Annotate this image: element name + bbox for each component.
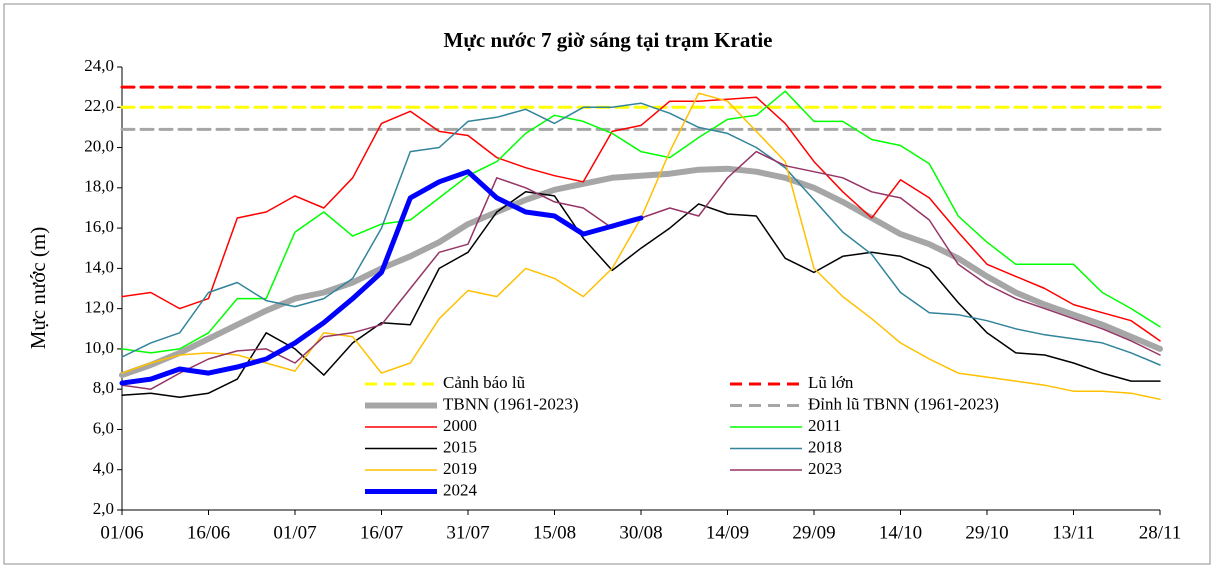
y-tick-label: 18,0	[84, 177, 114, 196]
x-tick-label: 29/09	[792, 522, 835, 543]
legend-label: 2018	[808, 437, 842, 456]
y-tick-label: 20,0	[84, 136, 114, 155]
series-line	[121, 102, 1161, 366]
series-line	[121, 96, 1161, 342]
x-tick-label: 14/10	[879, 522, 922, 543]
x-tick-label: 14/09	[706, 522, 749, 543]
x-tick-label: 01/06	[100, 522, 143, 543]
x-tick-label: 16/06	[187, 522, 230, 543]
chart-title: Mực nước 7 giờ sáng tại trạm Kratie	[444, 28, 773, 52]
legend-label: 2023	[808, 459, 842, 478]
y-tick-label: 8,0	[93, 378, 114, 397]
series-line	[119, 169, 644, 386]
series-line	[121, 90, 1161, 354]
legend-label: 2024	[443, 480, 478, 499]
x-tick-label: 30/08	[619, 522, 662, 543]
y-tick-label: 12,0	[84, 298, 114, 317]
series-line	[121, 191, 1161, 398]
y-tick-label: 10,0	[84, 338, 114, 357]
series-line	[119, 165, 1163, 379]
y-tick-label: 16,0	[84, 217, 114, 236]
legend-label: Đỉnh lũ TBNN (1961-2023)	[808, 394, 999, 413]
x-tick-label: 31/07	[446, 522, 489, 543]
y-tick-label: 4,0	[93, 459, 114, 478]
y-axis-label: Mực nước (m)	[26, 227, 50, 350]
legend-label: Lũ lớn	[808, 373, 854, 392]
y-tick-label: 2,0	[93, 499, 114, 518]
legend-label: 2011	[808, 416, 841, 435]
legend-label: TBNN (1961-2023)	[443, 394, 579, 413]
y-tick-label: 6,0	[93, 418, 114, 437]
frame	[3, 3, 1211, 565]
x-tick-label: 16/07	[360, 522, 403, 543]
x-tick-label: 28/11	[1139, 522, 1182, 543]
x-tick-label: 01/07	[273, 522, 316, 543]
x-tick-label: 15/08	[533, 522, 576, 543]
y-tick-label: 22,0	[84, 96, 114, 115]
x-tick-label: 13/11	[1052, 522, 1095, 543]
legend-label: 2019	[443, 459, 477, 478]
y-tick-label: 14,0	[84, 257, 114, 276]
legend-label: Cảnh báo lũ	[443, 373, 526, 392]
y-tick-label: 24,0	[84, 56, 114, 75]
legend-label: 2015	[443, 437, 477, 456]
x-tick-label: 29/10	[965, 522, 1008, 543]
legend-label: 2000	[443, 416, 477, 435]
